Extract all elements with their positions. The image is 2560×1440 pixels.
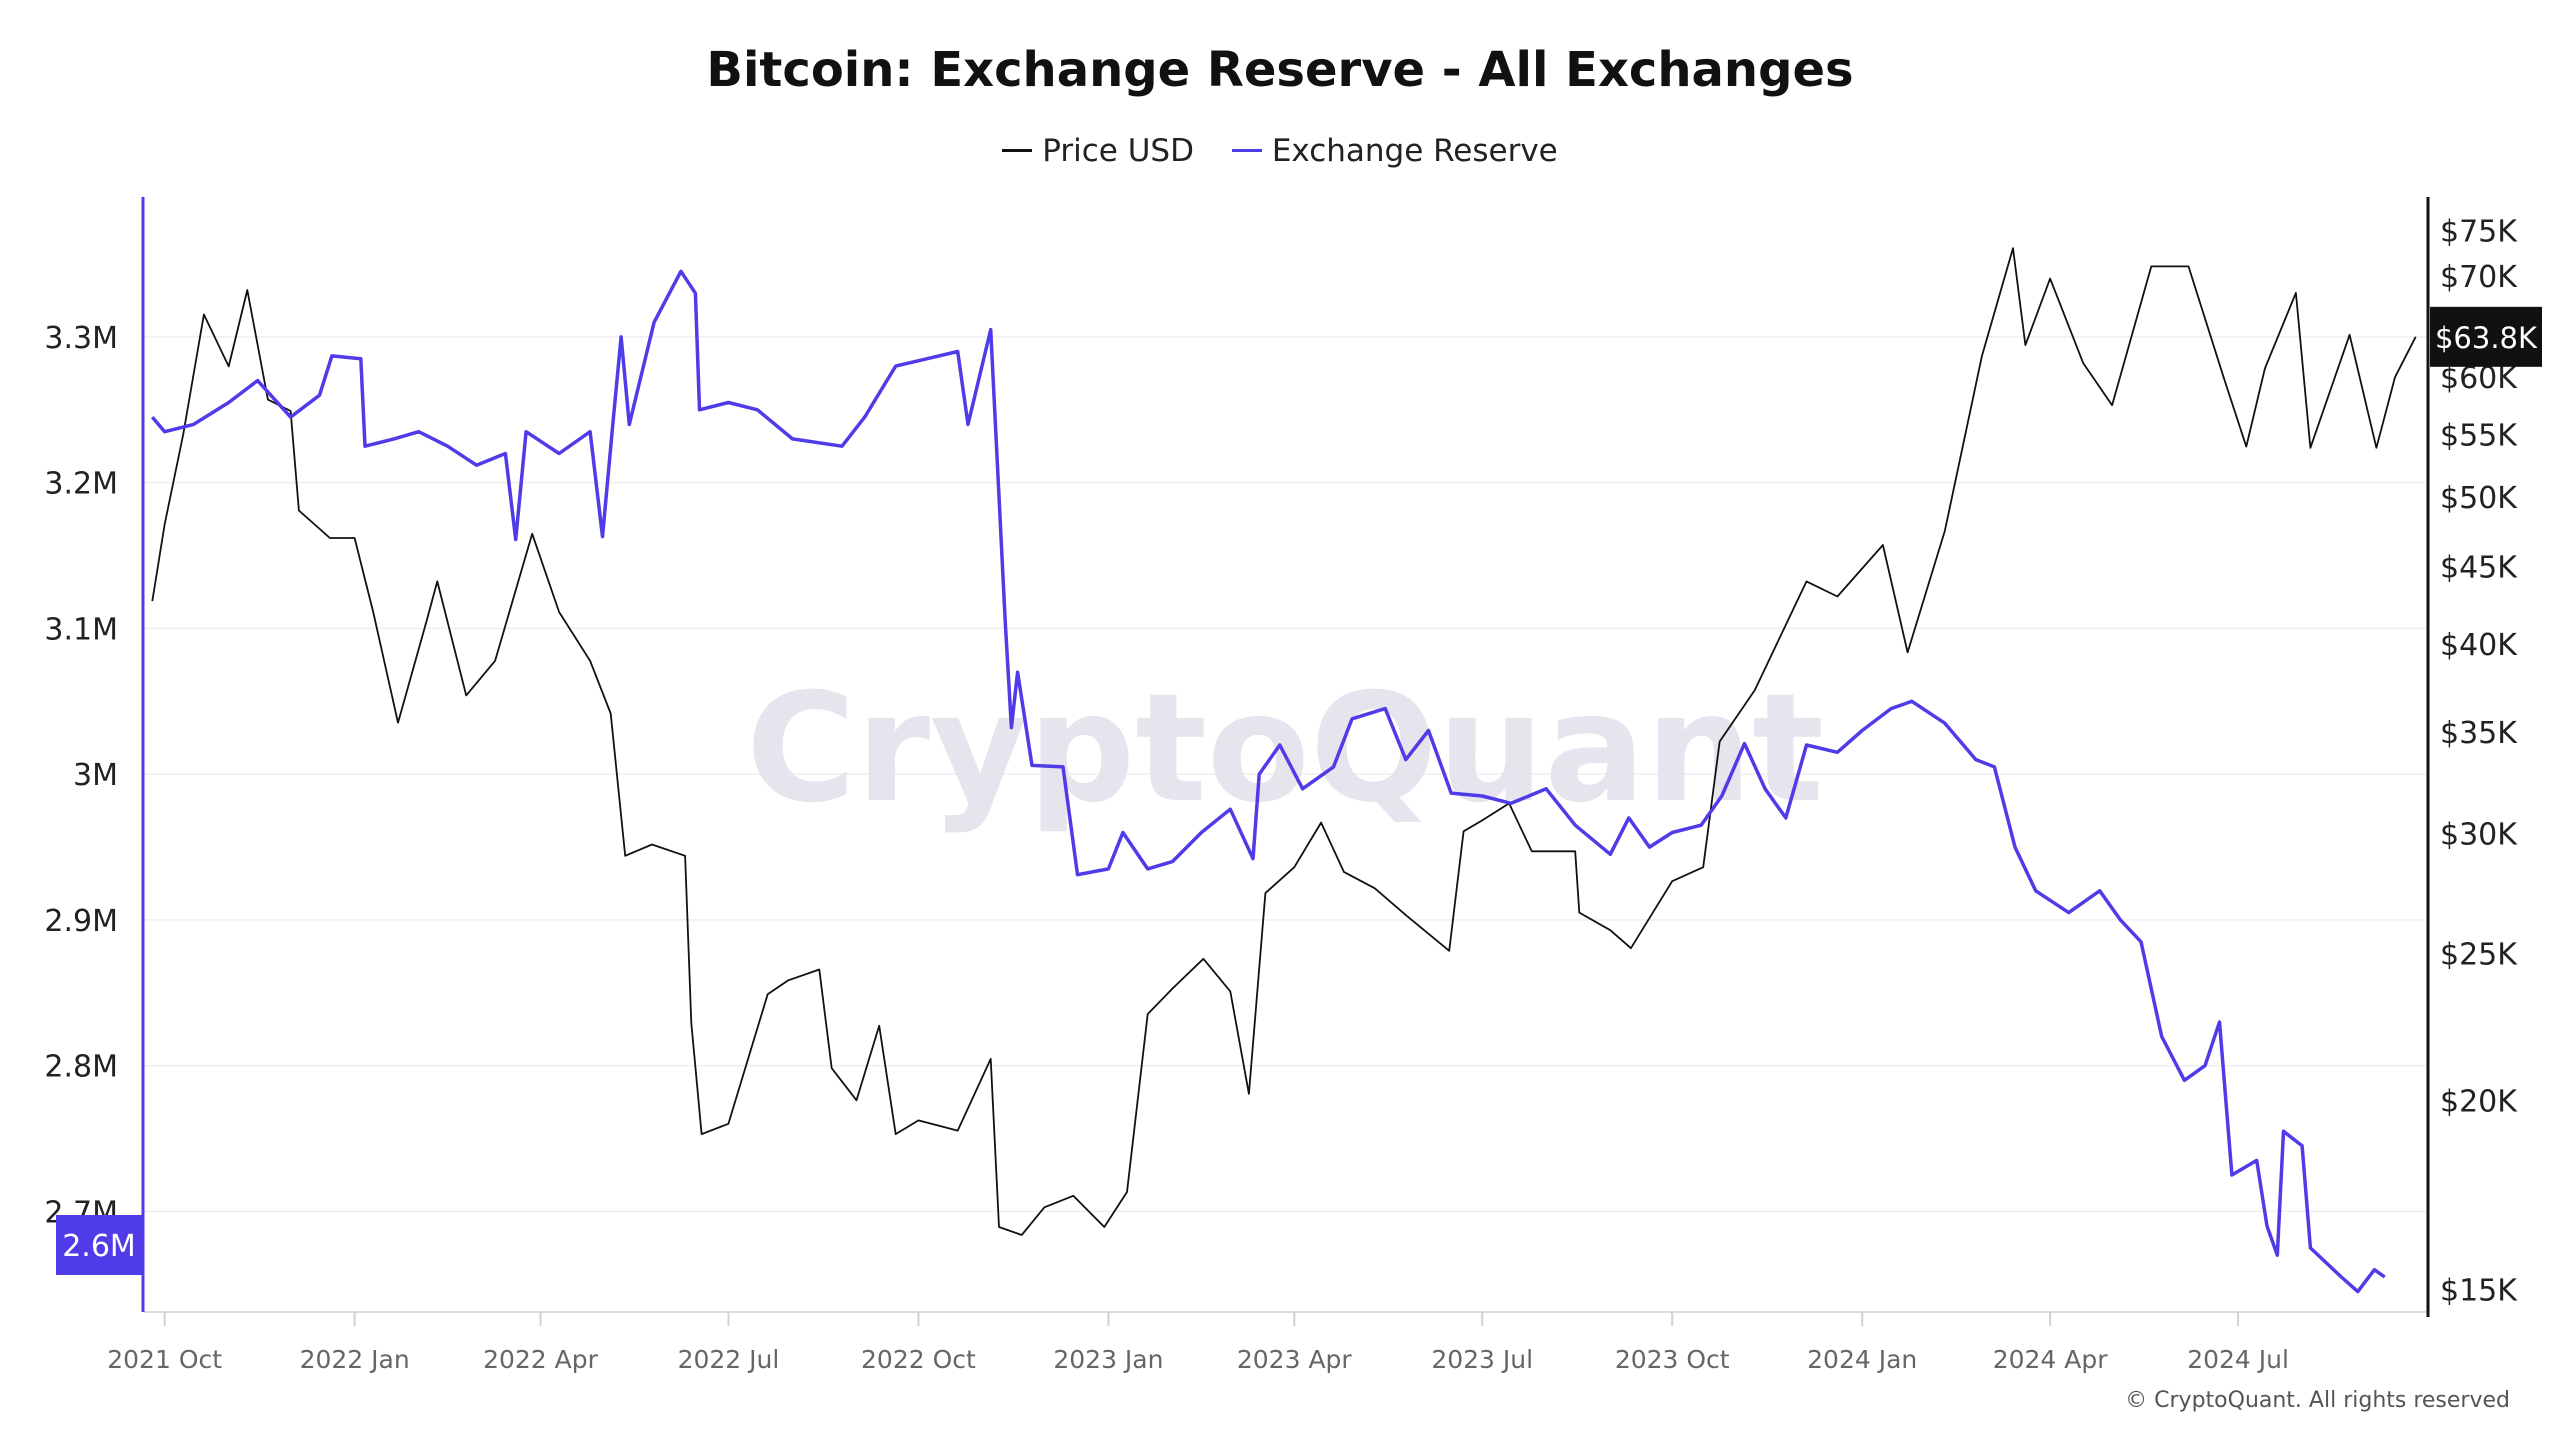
x-tick-label: 2023 Apr — [1237, 1345, 1353, 1374]
x-tick-label: 2022 Jul — [678, 1345, 780, 1374]
legend: Price USD Exchange Reserve — [0, 124, 2560, 169]
watermark: CryptoQuant — [746, 662, 1824, 836]
x-tick-label: 2023 Jul — [1431, 1345, 1533, 1374]
left-tick-label: 3.1M — [44, 612, 118, 647]
current-price-badge — [2430, 306, 2542, 367]
x-tick-label: 2022 Jan — [300, 1345, 410, 1374]
legend-item-price[interactable]: Price USD — [1002, 133, 1194, 169]
x-tick-label: 2023 Oct — [1615, 1345, 1730, 1374]
left-tick-label: 2.9M — [44, 904, 118, 939]
right-tick-label: $25K — [2440, 937, 2518, 972]
x-tick-label: 2024 Apr — [1993, 1345, 2109, 1374]
left-tick-label: 2.8M — [44, 1050, 118, 1085]
right-tick-label: $30K — [2440, 817, 2518, 852]
right-tick-label: $40K — [2440, 628, 2518, 663]
legend-swatch-price — [1002, 149, 1033, 152]
right-tick-label: $15K — [2440, 1274, 2518, 1309]
legend-item-reserve[interactable]: Exchange Reserve — [1231, 132, 1558, 169]
chart-title: Bitcoin: Exchange Reserve - All Exchange… — [706, 42, 1854, 98]
current-price-label: $63.8K — [2435, 321, 2538, 355]
price-usd-line — [151, 247, 2417, 1236]
x-tick-label: 2022 Oct — [861, 1345, 976, 1374]
right-tick-label: $60K — [2440, 361, 2518, 396]
current-reserve-label: 2.6M — [62, 1229, 136, 1264]
left-tick-label: 3M — [73, 758, 118, 793]
legend-label-price: Price USD — [1042, 132, 1194, 169]
right-tick-label: $75K — [2440, 214, 2518, 249]
x-tick-label: 2024 Jul — [2187, 1345, 2289, 1374]
left-tick-label: 3.2M — [44, 467, 118, 502]
legend-swatch-reserve — [1231, 149, 1262, 152]
x-tick-label: 2023 Jan — [1053, 1345, 1163, 1374]
right-tick-label: $50K — [2440, 481, 2518, 516]
current-reserve-badge — [56, 1215, 143, 1275]
right-tick-label: $55K — [2440, 419, 2518, 454]
right-tick-label: $70K — [2440, 260, 2518, 295]
right-tick-label: $35K — [2440, 716, 2518, 751]
copyright: © CryptoQuant. All rights reserved — [2125, 1388, 2510, 1413]
x-tick-label: 2022 Apr — [483, 1345, 599, 1374]
right-tick-label: $45K — [2440, 551, 2518, 586]
x-tick-label: 2021 Oct — [107, 1345, 222, 1374]
left-tick-label: 3.3M — [44, 321, 118, 356]
legend-label-reserve: Exchange Reserve — [1271, 132, 1558, 169]
right-tick-label: $20K — [2440, 1084, 2518, 1119]
x-tick-label: 2024 Jan — [1807, 1345, 1917, 1374]
exchange-reserve-line — [150, 269, 2386, 1294]
